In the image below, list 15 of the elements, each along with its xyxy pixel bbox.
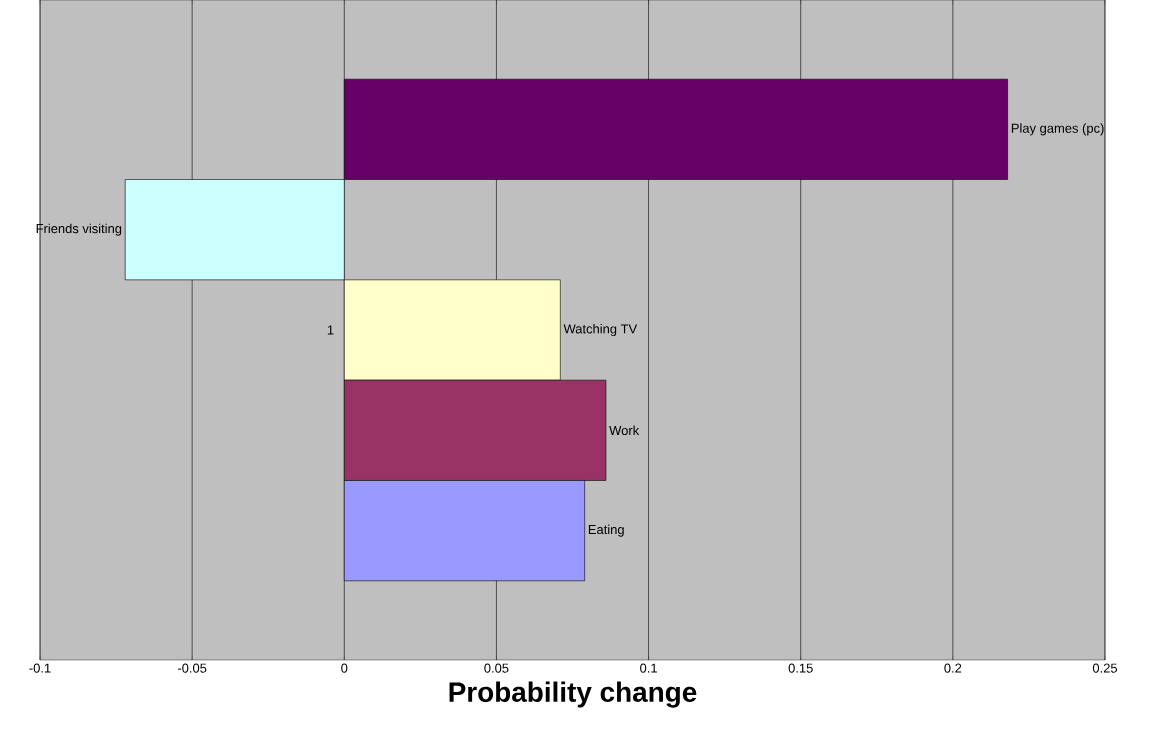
x-axis-title: Probability change (449, 681, 697, 708)
x-tick-label: 0.2 (944, 663, 962, 673)
y-tick-label: 1 (327, 325, 334, 335)
x-tick-label: -0.1 (29, 663, 51, 673)
x-tick-label: 0 (341, 663, 348, 673)
series-label: Watching TV (563, 323, 638, 337)
series-label: Work (609, 425, 640, 436)
x-tick-label: -0.05 (177, 663, 207, 673)
series-label: Play games (pc) (1011, 123, 1104, 136)
x-tick-label: 0.05 (484, 663, 509, 673)
series-label: Eating (588, 524, 624, 537)
series-label: Friends visiting (36, 223, 122, 236)
x-tick-label: 0.1 (640, 663, 657, 673)
x-tick-label: 0.15 (788, 663, 813, 673)
x-tick-label: 0.25 (1092, 663, 1118, 673)
